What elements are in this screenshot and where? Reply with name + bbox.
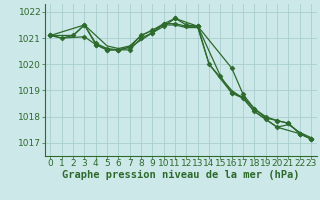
X-axis label: Graphe pression niveau de la mer (hPa): Graphe pression niveau de la mer (hPa) [62, 170, 300, 180]
